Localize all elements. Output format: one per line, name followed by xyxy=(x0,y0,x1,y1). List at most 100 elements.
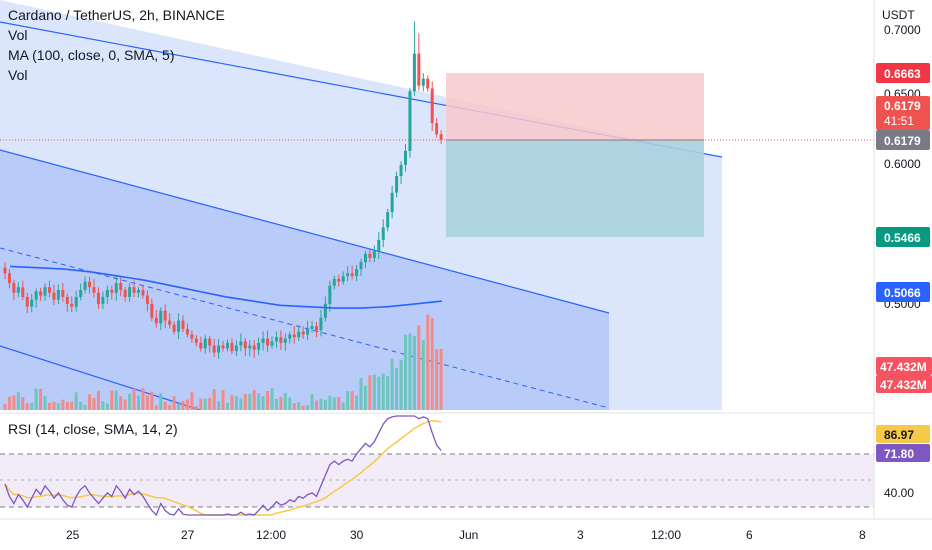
candle-body xyxy=(123,289,127,297)
candle-body xyxy=(234,345,238,352)
volume-bar xyxy=(377,376,381,410)
candle-body xyxy=(226,342,229,349)
time-tick: 12:00 xyxy=(256,528,286,542)
volume-bar xyxy=(439,348,443,410)
volume-bar xyxy=(34,388,38,410)
volume-bar xyxy=(114,390,118,410)
volume-bar xyxy=(168,405,172,410)
volume-bar xyxy=(105,403,109,410)
candle-body xyxy=(30,299,34,307)
volume-bar xyxy=(212,389,216,410)
volume-bar xyxy=(230,395,234,410)
volume-bar xyxy=(381,373,385,410)
svg-text:0.5066: 0.5066 xyxy=(884,286,921,300)
volume-bar xyxy=(292,403,296,410)
volume-bar xyxy=(83,405,87,410)
time-tick: 25 xyxy=(66,528,80,542)
volume-bar xyxy=(221,390,225,410)
price-tick: 0.6000 xyxy=(884,157,921,171)
candle-body xyxy=(288,334,292,339)
time-tick: 8 xyxy=(859,528,866,542)
entry-price-tag: 0.6179 xyxy=(876,130,930,150)
candle-body xyxy=(74,296,78,307)
svg-text:71.80: 71.80 xyxy=(884,447,914,461)
candle-body xyxy=(341,276,345,282)
volume-bar xyxy=(7,396,11,410)
candle-body xyxy=(346,273,350,277)
rsi-line xyxy=(4,415,442,517)
candle-body xyxy=(372,251,376,259)
candle-body xyxy=(355,269,359,277)
candle-body xyxy=(377,239,381,252)
svg-text:41:51: 41:51 xyxy=(884,114,914,128)
volume-bar xyxy=(123,399,127,410)
vol-legend-2[interactable]: Vol xyxy=(8,67,27,83)
candle-body xyxy=(70,303,74,307)
volume-bar xyxy=(248,393,252,410)
vol-legend[interactable]: Vol xyxy=(8,27,27,43)
volume-bar xyxy=(181,400,185,410)
volume-bar xyxy=(323,399,327,410)
candle-body xyxy=(283,338,287,343)
currency-label[interactable]: USDT xyxy=(882,8,915,22)
volume-bar xyxy=(417,325,421,410)
candle-body xyxy=(270,341,274,346)
candle-body xyxy=(301,331,305,335)
candle-body xyxy=(96,292,100,304)
candle-body xyxy=(212,345,216,353)
volume-bar xyxy=(430,318,434,410)
volume-bar xyxy=(239,398,243,410)
candle-body xyxy=(248,345,252,349)
volume-bar xyxy=(306,405,310,410)
volume-bar xyxy=(56,403,60,410)
volume-bar xyxy=(88,394,92,410)
volume-bar xyxy=(52,401,56,410)
candle-body xyxy=(350,273,354,277)
volume-bar xyxy=(297,402,301,410)
volume-bar xyxy=(270,388,274,410)
volume-tag: 47.432M xyxy=(876,357,932,375)
candle-body xyxy=(16,287,20,293)
rsi-value-tag: 71.80 xyxy=(876,444,930,462)
candle-body xyxy=(243,341,247,349)
volume-bar xyxy=(110,390,114,410)
ma-legend[interactable]: MA (100, close, 0, SMA, 5) xyxy=(8,47,175,63)
candle-body xyxy=(105,289,109,297)
candle-body xyxy=(190,334,194,339)
candle-body xyxy=(363,253,367,263)
volume-bar xyxy=(274,398,278,410)
volume-bar xyxy=(79,401,83,410)
symbol-title[interactable]: Cardano / TetherUS, 2h, BINANCE xyxy=(8,7,225,23)
candle-body xyxy=(266,338,270,346)
volume-bar xyxy=(399,359,403,410)
volume-bar xyxy=(386,376,390,410)
volume-bar xyxy=(65,401,69,410)
volume-bar xyxy=(96,390,100,410)
volume-bar xyxy=(48,402,51,410)
candle-body xyxy=(337,278,341,282)
candle-body xyxy=(430,88,434,124)
volume-bars xyxy=(3,314,443,410)
stop-zone[interactable] xyxy=(446,140,704,237)
candle-body xyxy=(421,78,425,86)
candle-body xyxy=(399,164,403,177)
candle-body xyxy=(279,337,283,343)
candle-body xyxy=(426,78,430,89)
volume-bar xyxy=(368,375,372,410)
volume-bar xyxy=(92,398,96,410)
volume-bar xyxy=(132,388,136,410)
candle-body xyxy=(110,289,114,293)
candle-body xyxy=(323,303,327,318)
candle-body xyxy=(163,310,167,321)
candle-body xyxy=(61,289,65,297)
svg-text:0.6179: 0.6179 xyxy=(884,134,921,148)
candle-body xyxy=(65,296,69,304)
rsi-legend[interactable]: RSI (14, close, SMA, 14, 2) xyxy=(8,421,178,437)
target-zone[interactable] xyxy=(446,73,704,140)
channel-mid-line xyxy=(0,149,610,314)
candle-body xyxy=(274,337,278,342)
rsi-tick: 40.00 xyxy=(884,486,914,500)
candle-body xyxy=(101,296,105,304)
candle-body xyxy=(34,291,38,300)
